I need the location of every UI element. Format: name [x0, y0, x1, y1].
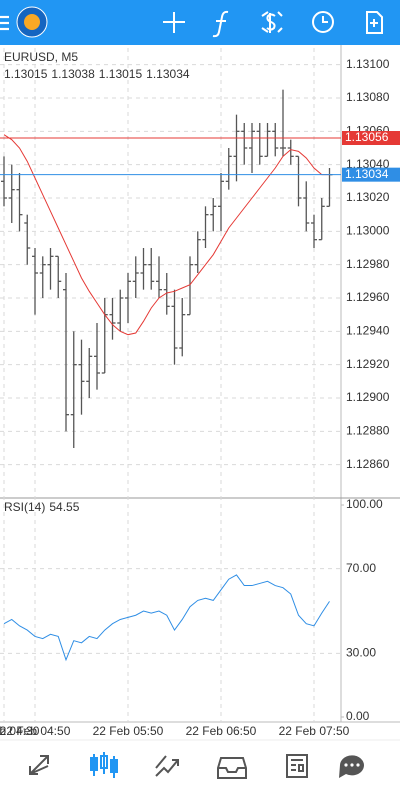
y-tick-label: 1.13080: [346, 90, 390, 104]
y-tick-label: 1.13000: [346, 224, 390, 238]
ohlc-value: 1.13015: [99, 67, 143, 81]
y-tick-label: 100.00: [346, 497, 383, 511]
messages-tab[interactable]: [339, 755, 364, 778]
x-tick-label: 22 Feb 07:50: [279, 724, 350, 738]
ohlc-value: 1.13034: [146, 67, 190, 81]
ohlc-readout: 1.13015 1.13038 1.13015 1.13034: [4, 67, 190, 81]
y-tick-label: 0.00: [346, 709, 370, 723]
top-bar: [0, 0, 400, 45]
rsi-readout: RSI(14) 54.55: [4, 500, 80, 514]
y-tick-label: 1.12940: [346, 324, 390, 338]
rsi-name: RSI(14): [4, 500, 45, 514]
x-tick-label: 22 Feb 06:50: [186, 724, 257, 738]
bottom-nav: [0, 740, 400, 789]
app-logo-inner: [24, 14, 40, 30]
y-tick-label: 1.13040: [346, 157, 390, 171]
ohlc-value: 1.13038: [51, 67, 95, 81]
x-tick-label: 22 Feb 05:50: [93, 724, 164, 738]
ohlc-value: 1.13015: [4, 67, 48, 81]
x-tick-label: 22 Feb 04:50: [0, 724, 71, 738]
symbol-title: EURUSD, M5: [4, 50, 78, 64]
y-tick-label: 1.12860: [346, 457, 390, 471]
x-tick-label: 22 Feb 04:30: [0, 724, 40, 738]
chart-tab[interactable]: [90, 752, 118, 778]
news-tab[interactable]: [286, 754, 308, 778]
new-order-icon[interactable]: [366, 11, 383, 34]
y-tick-label: 1.13020: [346, 190, 390, 204]
y-tick-label: 1.13100: [346, 57, 390, 71]
menu-icon[interactable]: [0, 15, 9, 31]
timeframe-icon[interactable]: [312, 11, 334, 33]
moving-average-line: [3, 134, 330, 336]
indicator-icon[interactable]: [212, 10, 229, 38]
y-tick-label: 30.00: [346, 646, 376, 660]
y-tick-label: 1.12980: [346, 257, 390, 271]
rsi-line: [3, 574, 330, 662]
trade-icon[interactable]: [261, 11, 283, 33]
price-label: 1.13034: [345, 167, 389, 181]
y-tick-label: 1.12880: [346, 424, 390, 438]
rsi-value: 54.55: [49, 500, 79, 514]
y-tick-label: 1.12960: [346, 290, 390, 304]
price-label-box: [342, 167, 400, 182]
y-tick-label: 70.00: [346, 561, 376, 575]
price-label-box: [342, 131, 400, 145]
y-tick-label: 1.12920: [346, 357, 390, 371]
price-label: 1.13056: [345, 130, 389, 144]
quotes-tab[interactable]: [29, 755, 49, 775]
history-tab[interactable]: [217, 757, 247, 779]
crosshair-icon[interactable]: [163, 12, 185, 33]
trade-tab[interactable]: [155, 755, 179, 777]
y-tick-label: 1.12900: [346, 390, 390, 404]
